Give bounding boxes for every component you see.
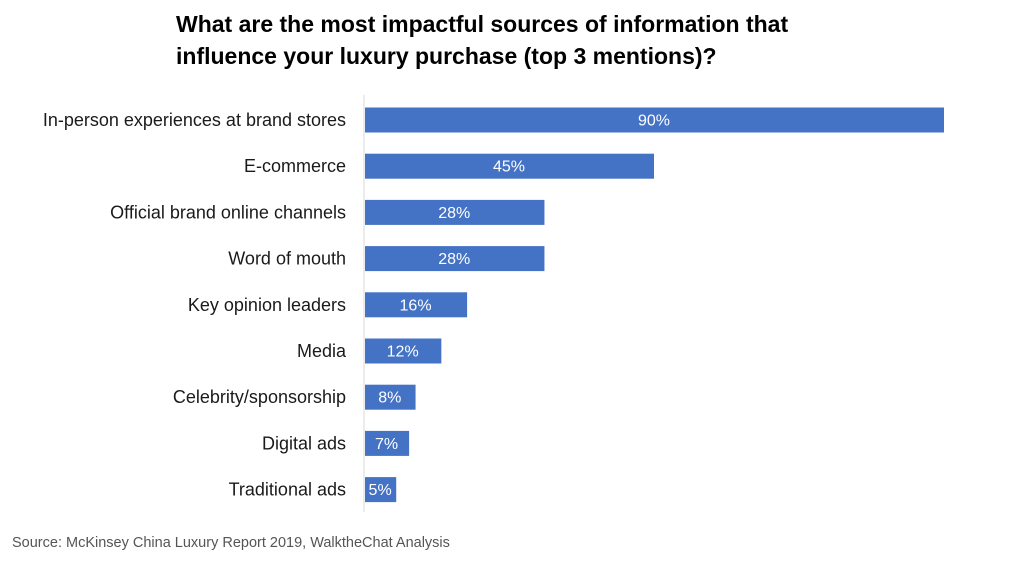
data-label: 7% <box>375 436 398 453</box>
bar <box>365 477 397 503</box>
data-label: 16% <box>400 297 432 314</box>
data-label: 8% <box>378 390 401 407</box>
chart-title-line-1: What are the most impactful sources of i… <box>176 11 789 37</box>
data-label: 28% <box>438 205 470 222</box>
category-label: E-commerce <box>244 156 346 176</box>
data-label: 45% <box>493 159 525 176</box>
bar <box>365 246 545 272</box>
bar <box>365 292 468 318</box>
category-label: In-person experiences at brand stores <box>43 110 346 130</box>
category-label: Traditional ads <box>229 480 346 500</box>
bar <box>365 107 944 133</box>
bar <box>365 384 416 410</box>
chart-title-line-2: influence your luxury purchase (top 3 me… <box>176 43 717 69</box>
bar <box>365 153 654 179</box>
category-label: Word of mouth <box>228 249 346 269</box>
bar <box>365 199 545 225</box>
data-label: 90% <box>638 113 670 130</box>
chart-title: What are the most impactful sources of i… <box>176 8 996 72</box>
data-label: 28% <box>438 251 470 268</box>
category-label: Celebrity/sponsorship <box>173 387 346 407</box>
data-label: 12% <box>387 344 419 361</box>
source-note: Source: McKinsey China Luxury Report 201… <box>12 535 450 551</box>
category-label: Digital ads <box>262 433 346 453</box>
data-label: 5% <box>369 482 392 499</box>
category-label: Key opinion leaders <box>188 295 346 315</box>
category-label: Media <box>297 341 347 361</box>
bar <box>365 430 410 456</box>
category-label: Official brand online channels <box>110 202 346 222</box>
bar <box>365 338 442 364</box>
